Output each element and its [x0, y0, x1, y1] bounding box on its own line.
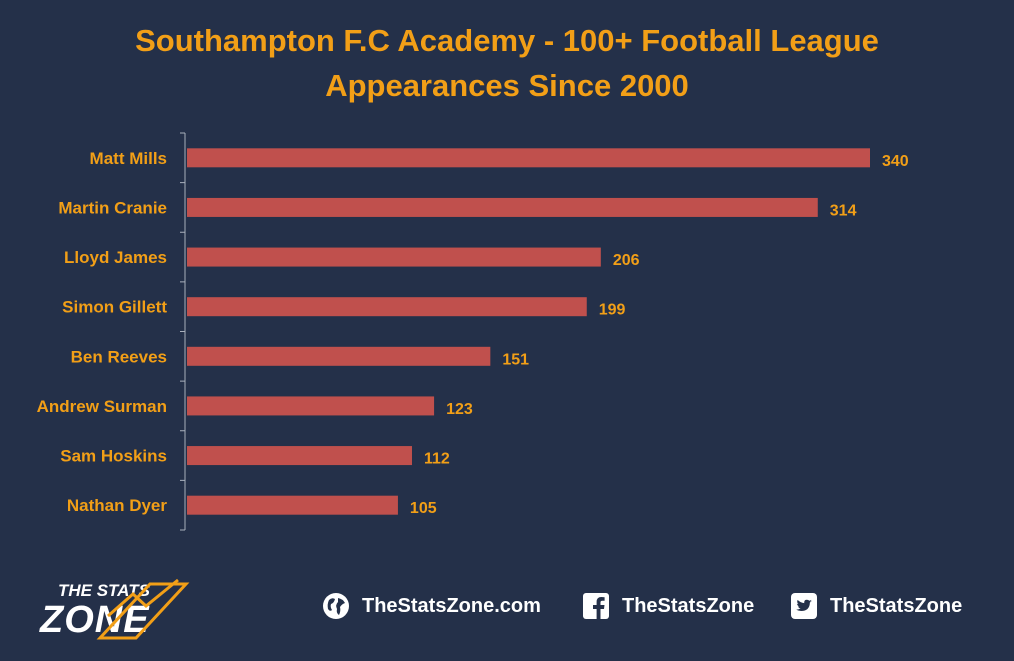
category-label: Martin Cranie: [58, 198, 167, 217]
facebook-link[interactable]: TheStatsZone: [582, 592, 754, 620]
bar: [187, 446, 412, 466]
website-link[interactable]: TheStatsZone.com: [322, 592, 541, 620]
website-text: TheStatsZone.com: [362, 594, 541, 617]
category-label: Andrew Surman: [37, 397, 167, 416]
category-label: Nathan Dyer: [67, 496, 168, 515]
facebook-icon: [583, 593, 609, 619]
data-label: 314: [830, 202, 857, 219]
category-label: Sam Hoskins: [60, 447, 167, 466]
logo-text-top: THE STATS: [58, 581, 151, 600]
data-label: 112: [424, 451, 450, 468]
data-label: 206: [613, 252, 640, 269]
data-label: 340: [882, 153, 909, 170]
data-label: 105: [410, 500, 437, 517]
bar: [187, 495, 398, 515]
category-label: Matt Mills: [90, 149, 167, 168]
category-label: Lloyd James: [64, 248, 167, 267]
data-label: 151: [502, 351, 529, 368]
bar: [187, 297, 587, 317]
bar: [187, 148, 870, 168]
globe-icon: [323, 593, 349, 619]
twitter-text: TheStatsZone: [830, 594, 963, 617]
title-line-2: Appearances Since 2000: [325, 68, 689, 103]
twitter-icon: [791, 593, 817, 619]
bar: [187, 247, 601, 267]
the-stats-zone-logo: THE STATS ZONE: [39, 578, 190, 641]
title-line-1: Southampton F.C Academy - 100+ Football …: [135, 23, 879, 58]
bar: [187, 346, 491, 366]
footer: THE STATS ZONE TheStatsZone.com TheStats…: [0, 570, 1014, 650]
facebook-text: TheStatsZone: [622, 594, 755, 617]
category-label: Simon Gillett: [62, 298, 167, 317]
bar: [187, 396, 435, 416]
bar-chart: Matt Mills 340 Martin Cranie 314 Lloyd James…: [37, 132, 909, 531]
bar: [187, 197, 818, 217]
data-label: 123: [446, 401, 473, 418]
data-label: 199: [599, 302, 626, 319]
chart-title: Southampton F.C Academy - 100+ Football …: [0, 18, 1014, 108]
twitter-link[interactable]: TheStatsZone: [790, 592, 962, 620]
logo-text-bottom: ZONE: [39, 599, 150, 641]
category-label: Ben Reeves: [71, 347, 167, 366]
